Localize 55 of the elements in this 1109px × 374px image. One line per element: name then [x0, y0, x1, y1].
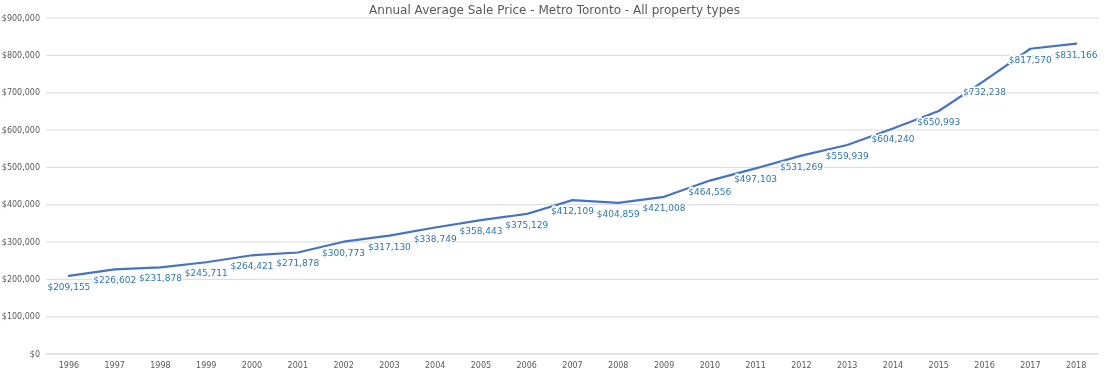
- data-label: $264,421: [230, 261, 274, 272]
- data-label: $412,109: [551, 206, 595, 217]
- x-tick-label: 2014: [882, 361, 904, 370]
- data-label: $464,556: [688, 186, 732, 197]
- data-label: $421,008: [642, 202, 686, 213]
- x-tick-label: 2002: [333, 361, 354, 370]
- x-tick-label: 2004: [424, 361, 446, 370]
- data-label: $358,443: [459, 226, 503, 237]
- y-tick-label: $500,000: [1, 162, 40, 172]
- data-label: $404,859: [596, 208, 641, 219]
- data-label: $338,749: [413, 233, 457, 244]
- x-tick-label: 2010: [699, 361, 721, 370]
- y-tick-label: $600,000: [1, 125, 40, 135]
- data-label: $231,878: [138, 273, 183, 284]
- x-tick-label: 1998: [150, 361, 171, 370]
- y-tick-label: $800,000: [1, 50, 40, 60]
- x-tick-label: 2001: [287, 361, 308, 370]
- y-tick-label: $100,000: [1, 312, 40, 322]
- data-label: $209,155: [47, 281, 91, 292]
- x-tick-label: 2008: [608, 361, 629, 370]
- x-tick-label: 2017: [1020, 361, 1041, 370]
- x-tick-label: 2007: [562, 361, 583, 370]
- chart-title: Annual Average Sale Price - Metro Toronto - All property types: [369, 3, 740, 17]
- y-tick-label: $200,000: [1, 274, 40, 284]
- data-label: $375,129: [505, 219, 549, 230]
- y-tick-label: $700,000: [1, 88, 40, 98]
- x-tick-label: 2009: [653, 361, 675, 370]
- x-tick-label: 1999: [196, 361, 217, 370]
- data-label: $245,711: [184, 268, 228, 279]
- y-tick-label: $300,000: [1, 237, 40, 247]
- data-label: $559,939: [825, 150, 869, 161]
- x-tick-label: 2003: [379, 361, 400, 370]
- data-label: $271,878: [276, 258, 320, 269]
- x-tick-label: 2005: [470, 361, 492, 370]
- x-tick-label: 2006: [516, 361, 537, 370]
- x-tick-label: 2018: [1065, 361, 1087, 370]
- x-tick-label: 2015: [928, 361, 949, 370]
- data-label: $604,240: [871, 134, 915, 145]
- x-tick-label: 2012: [791, 361, 812, 370]
- x-tick-label: 2000: [241, 361, 263, 370]
- x-tick-label: 2016: [974, 361, 995, 370]
- data-label: $317,130: [367, 241, 412, 252]
- y-tick-label: $900,000: [1, 13, 40, 23]
- data-label: $831,166: [1054, 49, 1098, 60]
- data-label: $300,773: [322, 247, 366, 258]
- y-tick-label: $0: [29, 349, 40, 359]
- x-tick-label: 2011: [745, 361, 766, 370]
- x-tick-label: 1996: [58, 361, 80, 370]
- y-tick-label: $400,000: [1, 200, 40, 210]
- data-label: $531,269: [779, 161, 824, 172]
- data-label: $497,103: [734, 174, 778, 185]
- data-label: $650,993: [917, 116, 961, 127]
- x-tick-label: 2013: [837, 361, 858, 370]
- x-tick-label: 1997: [104, 361, 125, 370]
- data-label: $226,602: [93, 275, 137, 286]
